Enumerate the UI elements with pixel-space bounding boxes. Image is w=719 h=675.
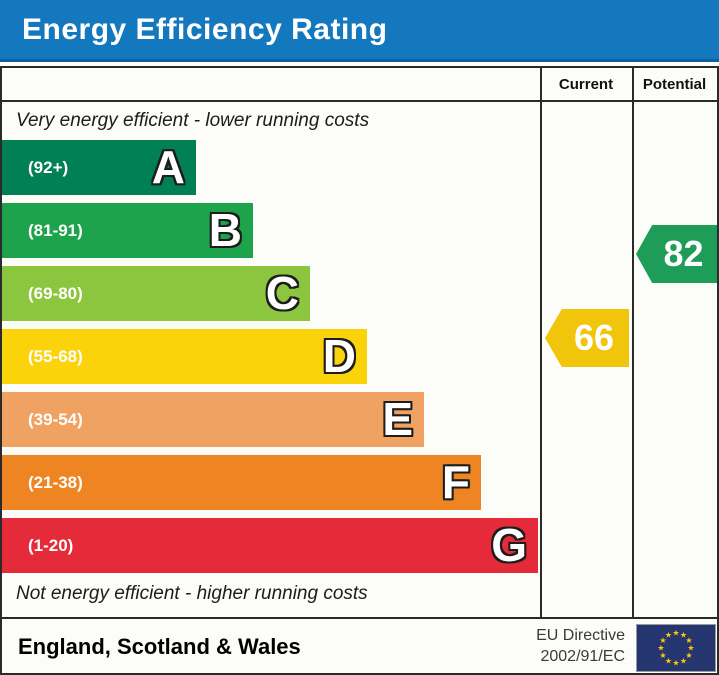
svg-text:★: ★	[680, 631, 687, 640]
potential-rating-marker: 82	[636, 225, 717, 283]
band-row-g: (1-20) G	[2, 518, 538, 573]
svg-text:★: ★	[659, 651, 666, 660]
svg-text:★: ★	[685, 651, 692, 660]
band-row-a: (92+) A	[2, 140, 196, 195]
band-range-label: (39-54)	[28, 409, 83, 429]
potential-column-header: Potential	[642, 75, 707, 93]
current-column-header: Current	[558, 75, 614, 93]
eu-flag-stars: ★ ★ ★ ★ ★ ★ ★ ★ ★ ★ ★ ★	[657, 629, 694, 668]
header-divider	[2, 100, 717, 102]
band-letter: G	[491, 519, 527, 571]
svg-text:★: ★	[685, 636, 692, 645]
band-range-label: (81-91)	[28, 220, 83, 240]
band-letter: B	[208, 204, 242, 256]
band-row-e: (39-54) E	[2, 392, 424, 447]
band-range-label: (21-38)	[28, 472, 83, 492]
svg-text:★: ★	[665, 657, 672, 666]
band-range-label: (1-20)	[28, 535, 74, 555]
band-letter: C	[265, 267, 299, 319]
top-caption: Very energy efficient - lower running co…	[16, 110, 370, 131]
band-letter: D	[322, 330, 356, 382]
band-letter: E	[382, 393, 413, 445]
band-range-label: (92+)	[28, 157, 69, 177]
band-range-label: (69-80)	[28, 283, 83, 303]
svg-text:★: ★	[672, 629, 679, 638]
band-row-b: (81-91) B	[2, 203, 253, 258]
svg-text:★: ★	[680, 657, 687, 666]
band-range-label: (55-68)	[28, 346, 83, 366]
svg-text:★: ★	[665, 631, 672, 640]
band-letter: A	[151, 141, 185, 193]
potential-rating-value: 82	[663, 233, 704, 274]
potential-column-divider	[632, 68, 634, 619]
current-rating-value: 66	[573, 317, 615, 358]
chart-title-bar: Energy Efficiency Rating	[0, 0, 719, 62]
eu-flag-icon: ★ ★ ★ ★ ★ ★ ★ ★ ★ ★ ★ ★	[636, 624, 716, 672]
band-row-f: (21-38) F	[2, 455, 481, 510]
current-rating-marker: 66	[545, 309, 629, 367]
region-label: England, Scotland & Wales	[18, 634, 301, 659]
svg-text:★: ★	[672, 659, 679, 668]
band-letter: F	[441, 456, 470, 508]
eu-directive-line2: 2002/91/EC	[540, 648, 625, 665]
bottom-caption: Not energy efficient - higher running co…	[16, 583, 368, 604]
footer-divider	[2, 617, 717, 619]
band-row-d: (55-68) D	[2, 329, 367, 384]
svg-text:★: ★	[687, 644, 694, 653]
band-row-c: (69-80) C	[2, 266, 310, 321]
svg-text:★: ★	[659, 636, 666, 645]
rating-table: Current Potential Very energy efficient …	[0, 66, 719, 675]
eu-directive-label: EU Directive 2002/91/EC	[442, 625, 625, 667]
page-title: Energy Efficiency Rating	[22, 12, 388, 46]
svg-text:★: ★	[657, 644, 664, 653]
current-column-divider	[540, 68, 542, 619]
eu-directive-line1: EU Directive	[536, 627, 625, 644]
